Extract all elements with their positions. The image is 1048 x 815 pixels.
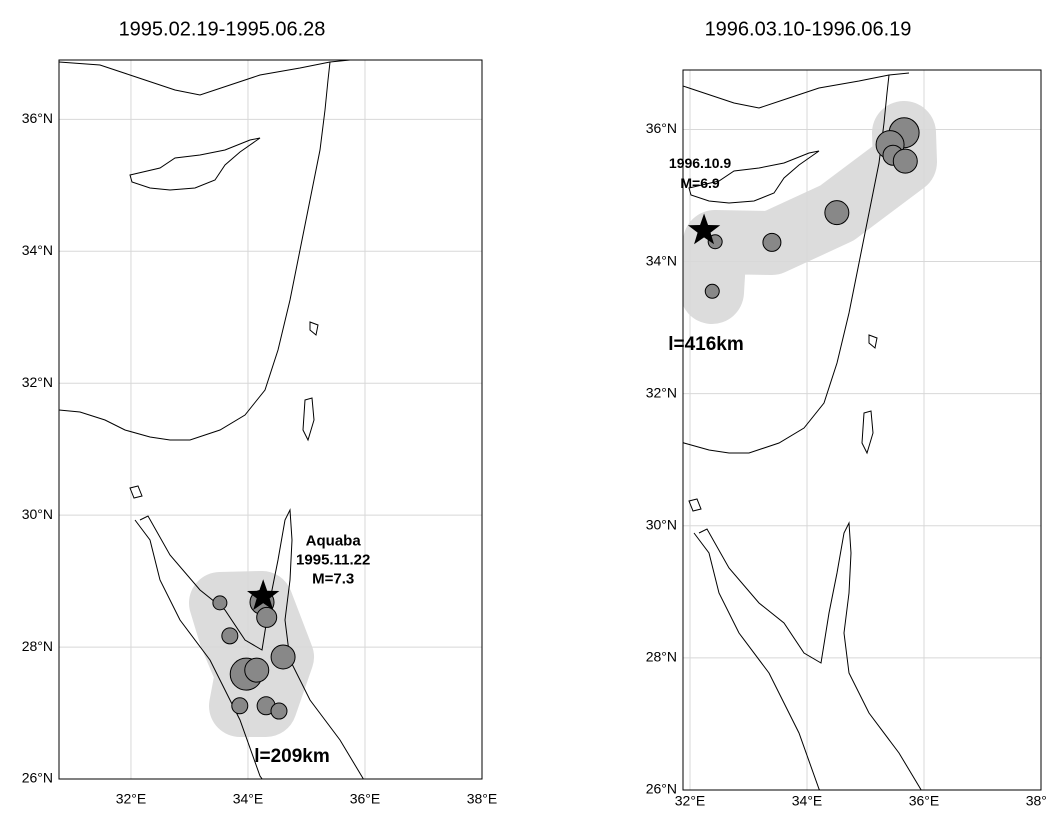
panel: 1995.02.19-1995.06.28 32°E 34°E 36°E 38°E 26…: [22, 18, 498, 806]
rupture-zone: [683, 101, 937, 324]
event: [824, 200, 850, 226]
event: [231, 697, 249, 715]
x-tick-label: 38°E: [1026, 793, 1048, 809]
event: [244, 657, 270, 683]
x-tick-label: 32°E: [116, 791, 147, 807]
panel: 1996.03.10-1996.06.19 32°E 34°E 36°E 38°E 26…: [646, 18, 1048, 809]
x-tick-label: 34°E: [792, 793, 823, 809]
mainshock-star: [687, 213, 721, 245]
y-tick-label: 32°N: [22, 374, 53, 390]
event: [892, 148, 918, 174]
y-tick-label: 26°N: [22, 770, 53, 786]
y-tick-label: 36°N: [22, 110, 53, 126]
x-tick-label: 34°E: [233, 791, 264, 807]
panel-title: 1996.03.10-1996.06.19: [705, 18, 912, 40]
y-tick-label: 36°N: [646, 120, 677, 136]
y-tick-label: 34°N: [646, 252, 677, 268]
mainshock-label: Aquaba: [306, 532, 362, 549]
frame: [58, 59, 483, 780]
event: [212, 595, 228, 611]
event: [256, 606, 278, 628]
event: [221, 627, 239, 645]
length-label: l=416km: [668, 334, 744, 355]
frame: [682, 69, 1042, 791]
y-tick-label: 30°N: [22, 506, 53, 522]
y-tick-label: 28°N: [646, 649, 677, 665]
y-tick-label: 30°N: [646, 516, 677, 532]
length-label: l=209km: [254, 746, 330, 767]
y-tick-label: 34°N: [22, 242, 53, 258]
mainshock-star: [247, 579, 280, 611]
panel-title: 1995.02.19-1995.06.28: [119, 18, 326, 40]
x-tick-label: 38°E: [467, 791, 498, 807]
mainshock-label: 1995.11.22: [296, 551, 370, 568]
y-tick-label: 32°N: [646, 384, 677, 400]
event: [762, 232, 782, 252]
event: [270, 702, 288, 720]
mainshock-label: M=6.9: [680, 175, 720, 191]
x-tick-label: 36°E: [350, 791, 381, 807]
x-tick-label: 32°E: [675, 793, 706, 809]
mainshock-label: 1996.10.9: [669, 155, 731, 171]
x-tick-label: 36°E: [909, 793, 940, 809]
event: [270, 644, 296, 670]
y-tick-label: 26°N: [646, 781, 677, 797]
y-tick-label: 28°N: [22, 638, 53, 654]
event: [704, 283, 720, 299]
mainshock-label: M=7.3: [312, 570, 354, 587]
